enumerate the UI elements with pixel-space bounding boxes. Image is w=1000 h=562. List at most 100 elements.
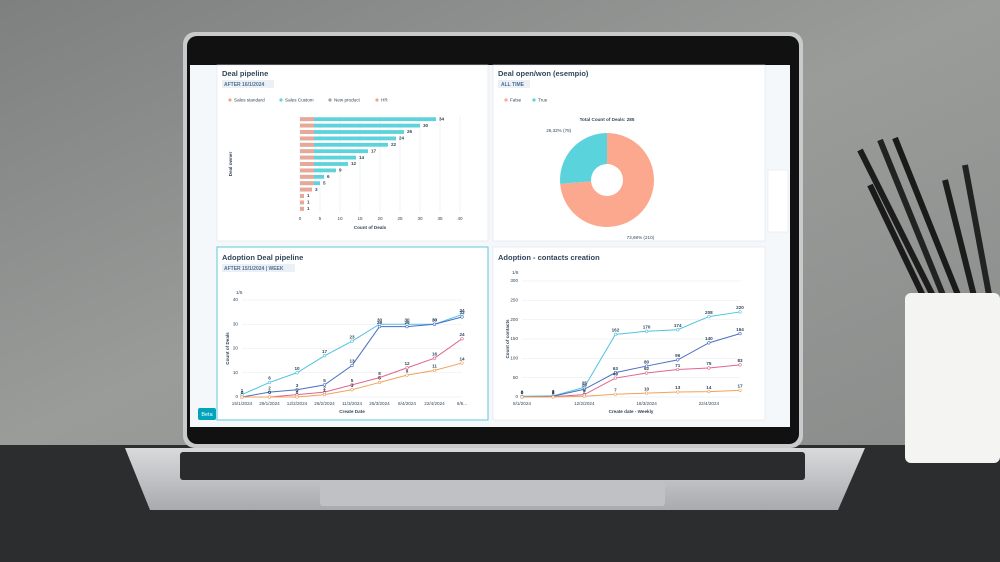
point (267, 390, 272, 394)
value-label: 3 (552, 389, 555, 394)
total-label: Total Count of Deals: 285 (580, 117, 635, 122)
point (738, 363, 742, 367)
value-label: 30 (404, 317, 410, 322)
value-label: 7 (614, 388, 617, 393)
point (322, 354, 327, 358)
legend-label: False (510, 98, 522, 103)
value-label: 0 (521, 390, 524, 395)
panel-title: Deal open/won (esempio) (498, 69, 589, 78)
point (405, 373, 409, 377)
pie-slice (560, 133, 607, 184)
y-tick-label: 200 (510, 317, 518, 322)
bar-accent (300, 206, 304, 211)
value-label: 63 (613, 366, 619, 371)
beta-badge (198, 408, 216, 420)
point (350, 363, 354, 368)
bar-accent (300, 187, 312, 192)
point (377, 380, 382, 385)
point (432, 368, 437, 372)
value-label: 0 (241, 390, 244, 395)
value-label: 2 (323, 385, 326, 390)
bar (300, 168, 336, 173)
pencil-cup (857, 136, 1000, 463)
value-label: 1 (296, 388, 299, 393)
point (676, 328, 680, 332)
value-label: 9 (339, 168, 342, 173)
bar-accent (300, 142, 314, 147)
value-label: 49 (613, 371, 619, 376)
x-tick-label: 0 (299, 216, 302, 221)
point (707, 366, 711, 370)
value-label: 6 (327, 174, 330, 179)
legend-swatch (504, 98, 508, 102)
x-tick-label: 22/4/2024 (424, 401, 445, 406)
value-label: 6 (378, 376, 381, 381)
point (405, 325, 409, 329)
bar-accent (300, 149, 314, 154)
legend-swatch (279, 98, 283, 102)
y-axis-title: Deal owner (228, 152, 233, 177)
x-tick-label: 25/3/2024 (369, 401, 390, 406)
value-label: 1 (552, 390, 555, 395)
value-label: 29 (377, 320, 383, 325)
point (738, 331, 742, 336)
series-line (521, 364, 741, 398)
x-tick-label: 22/4/2024 (699, 401, 720, 406)
value-label: 1 (307, 193, 310, 198)
point (240, 395, 244, 399)
value-label: 33 (459, 310, 465, 315)
bar-accent (300, 117, 314, 122)
value-label: 0 (268, 390, 271, 395)
y-tick-label: 0 (515, 394, 518, 399)
beta-label: Beta (201, 412, 213, 418)
value-label: 0 (241, 390, 244, 395)
value-label: 30 (432, 317, 438, 322)
value-label: 3 (351, 383, 354, 388)
y-tick-label: 250 (510, 298, 518, 303)
value-label: 17 (737, 384, 743, 389)
x-tick-label: 26/2/2024 (314, 401, 335, 406)
point (644, 371, 649, 375)
value-label: 13 (675, 385, 681, 390)
filter-chip (222, 264, 295, 272)
value-label: 2 (268, 385, 271, 390)
series-line (522, 389, 741, 398)
point (432, 356, 437, 360)
slice-label: 73,68% (210) (627, 235, 655, 240)
x-tick-label: 20 (377, 216, 383, 221)
panel-title: Deal pipeline (222, 69, 268, 78)
value-label: 208 (705, 310, 713, 315)
point (738, 388, 742, 393)
point (613, 392, 618, 396)
point (267, 380, 272, 385)
value-label: 14 (359, 155, 365, 160)
bar (300, 155, 356, 160)
pager: 1/8 (512, 270, 519, 275)
sidebar (767, 169, 789, 233)
value-label: 17 (322, 349, 328, 354)
value-label: 9 (406, 368, 409, 373)
series-line (521, 311, 741, 397)
filter-label: AFTER 15/1/2024 | WEEK (224, 266, 284, 272)
point (377, 325, 382, 329)
value-label: 6 (268, 376, 271, 381)
point (676, 390, 680, 394)
value-label: 5 (323, 378, 326, 383)
value-label: 6 (583, 388, 586, 393)
value-label: 30 (377, 317, 383, 322)
pager: 1/5 (236, 290, 243, 295)
value-label: 24 (459, 332, 465, 337)
x-tick-label: 11/3/2024 (342, 401, 363, 406)
point (707, 389, 711, 394)
x-tick-label: 8/4/2024 (398, 401, 416, 406)
bar (300, 142, 388, 147)
point (613, 376, 618, 380)
point (460, 337, 464, 341)
value-label: 26 (407, 129, 413, 134)
point (322, 392, 327, 397)
y-tick-label: 100 (510, 356, 518, 361)
bar (300, 130, 404, 134)
value-label: 1 (307, 200, 310, 205)
value-label: 12 (404, 361, 410, 366)
panel-title: Adoption Deal pipeline (222, 253, 303, 262)
